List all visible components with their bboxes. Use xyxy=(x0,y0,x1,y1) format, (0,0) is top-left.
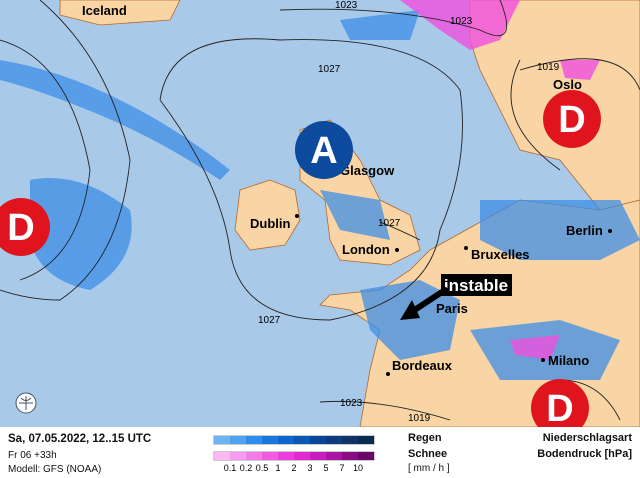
city-oslo: Oslo xyxy=(553,77,582,92)
isobar-label: 1023 xyxy=(340,398,363,409)
color-swatch xyxy=(294,452,310,460)
snow-areas xyxy=(400,0,600,360)
city-iceland: Iceland xyxy=(82,3,127,18)
color-swatch xyxy=(326,452,342,460)
isobar-label: 1019 xyxy=(537,62,560,73)
svg-text:D: D xyxy=(7,207,34,249)
low-pressure-center: D xyxy=(531,379,589,427)
forecast-date: Sa, 07.05.2022, 12..15 UTC xyxy=(8,433,152,445)
city-dots xyxy=(295,214,612,376)
color-swatch xyxy=(278,452,294,460)
color-swatch xyxy=(358,436,374,444)
low-pressure-center: D xyxy=(543,90,601,148)
city-berlin: Berlin xyxy=(566,223,603,238)
tick: 0.1 xyxy=(223,463,237,473)
tick: 0.2 xyxy=(239,463,253,473)
scale-ticks: 0.1 0.2 0.5 1 2 3 5 7 10 xyxy=(222,463,366,473)
isobar-label: 1023 xyxy=(335,0,358,11)
svg-text:D: D xyxy=(558,99,585,141)
tick: 2 xyxy=(291,463,297,473)
tick: 3 xyxy=(307,463,313,473)
color-swatch xyxy=(310,452,326,460)
color-swatch xyxy=(278,436,294,444)
isobar-label: 1027 xyxy=(318,64,341,75)
globe-icon[interactable] xyxy=(15,392,37,414)
low-pressure-center: D xyxy=(0,198,50,256)
isobar-lines xyxy=(0,0,640,421)
color-swatch xyxy=(310,436,326,444)
color-swatch xyxy=(230,436,246,444)
city-milano: Milano xyxy=(548,353,589,368)
rain-color-scale xyxy=(213,435,375,445)
svg-text:A: A xyxy=(310,130,337,172)
tick: 7 xyxy=(339,463,345,473)
color-swatch xyxy=(246,436,262,444)
city-bordeaux: Bordeaux xyxy=(392,358,453,373)
forecast-run: Fr 06 +33h xyxy=(8,450,57,461)
precip-type-label: Niederschlagsart xyxy=(542,432,632,444)
svg-text:D: D xyxy=(546,388,573,427)
snow-color-scale xyxy=(213,451,375,461)
rain-label: Regen xyxy=(408,432,442,444)
pressure-label: Bodendruck [hPa] xyxy=(537,448,632,460)
color-swatch xyxy=(294,436,310,444)
instable-annotation: instable xyxy=(400,274,512,320)
color-swatch xyxy=(214,452,230,460)
svg-text:instable: instable xyxy=(444,276,508,295)
snow-label: Schnee xyxy=(408,448,448,460)
legend-panel: Sa, 07.05.2022, 12..15 UTC Fr 06 +33h Mo… xyxy=(0,427,640,478)
high-pressure-center: A xyxy=(295,121,353,179)
model-label: Modell: GFS (NOAA) xyxy=(8,464,102,475)
city-paris: Paris xyxy=(436,301,468,316)
isobar-label: 1027 xyxy=(378,218,401,229)
tick: 5 xyxy=(323,463,329,473)
color-swatch xyxy=(246,452,262,460)
color-swatch xyxy=(358,452,374,460)
city-bruxelles: Bruxelles xyxy=(471,247,530,262)
color-swatch xyxy=(230,452,246,460)
rain-areas xyxy=(0,10,640,380)
color-swatch xyxy=(214,436,230,444)
city-glasgow: Glasgow xyxy=(340,163,395,178)
city-london: London xyxy=(342,242,390,257)
isobar-label: 1023 xyxy=(450,16,473,27)
isobar-label: 1019 xyxy=(408,413,431,424)
city-dublin: Dublin xyxy=(250,216,290,231)
color-swatch xyxy=(326,436,342,444)
unit-label: [ mm / h ] xyxy=(408,463,450,474)
isobar-label: 1027 xyxy=(258,315,281,326)
tick: 0.5 xyxy=(255,463,269,473)
tick: 10 xyxy=(352,463,363,473)
color-swatch xyxy=(262,436,278,444)
weather-map: 1023 1023 1019 1027 1027 1027 1023 1019 … xyxy=(0,0,640,427)
tick: 1 xyxy=(275,463,281,473)
color-swatch xyxy=(262,452,278,460)
color-swatch xyxy=(342,452,358,460)
color-swatch xyxy=(342,436,358,444)
